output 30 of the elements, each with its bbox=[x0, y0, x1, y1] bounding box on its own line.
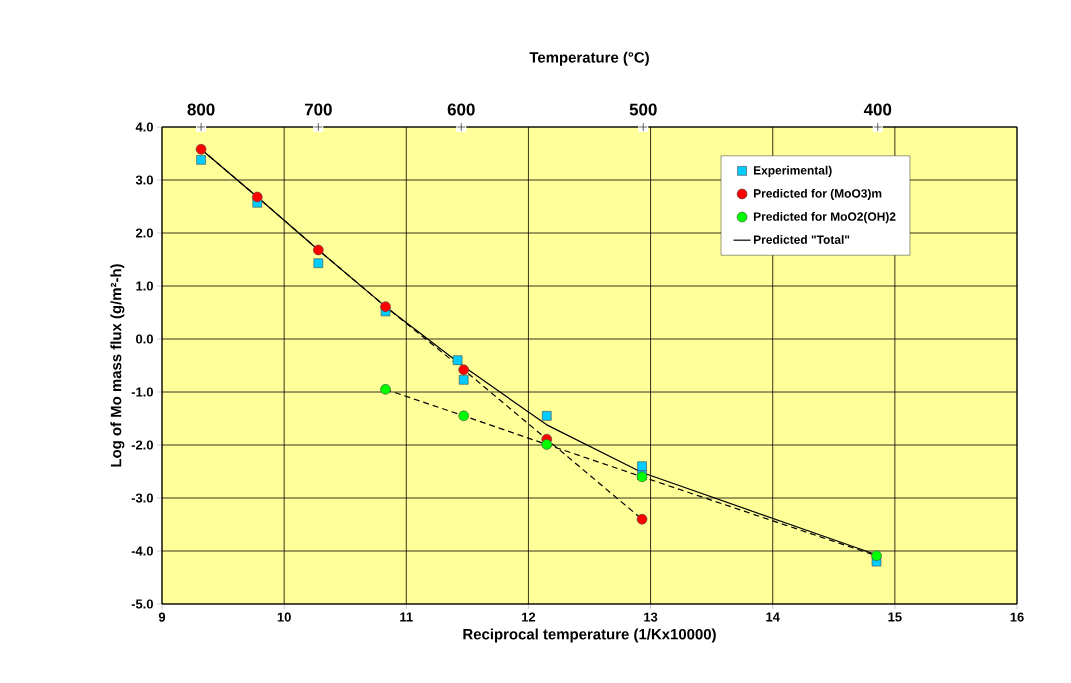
annotation: 800 bbox=[187, 103, 215, 116]
y-tick-label: -3.0 bbox=[131, 493, 153, 503]
x-tick-label: 13 bbox=[644, 612, 658, 622]
y-tick-label: -2.0 bbox=[131, 440, 153, 450]
x-tick-label: 16 bbox=[1010, 612, 1024, 622]
x-tick-label: 9 bbox=[158, 612, 166, 622]
x-tick-label: 10 bbox=[277, 612, 291, 622]
legend-label: Predicted "Total" bbox=[753, 235, 850, 244]
y-tick-label: 2.0 bbox=[135, 228, 153, 238]
annotation: 600 bbox=[447, 103, 475, 116]
x-tick-label: 15 bbox=[888, 612, 902, 622]
x-tick-label: 14 bbox=[766, 612, 780, 622]
annotation: 700 bbox=[304, 103, 332, 116]
annotation: 500 bbox=[629, 103, 657, 116]
y-tick-label: -5.0 bbox=[131, 599, 153, 609]
y-tick-label: 0.0 bbox=[136, 334, 153, 344]
legend-label: Predicted for (MoO3)m bbox=[753, 188, 882, 201]
y-tick-label: 1.0 bbox=[136, 281, 153, 291]
legend-label: Experimental) bbox=[753, 165, 832, 177]
y-tick-label: 4.0 bbox=[135, 122, 153, 132]
x-tick-label: 11 bbox=[400, 612, 413, 622]
y-tick-label: 3.0 bbox=[135, 175, 153, 185]
x-axis-title: Reciprocal temperature (1/Kx10000) bbox=[463, 628, 716, 643]
y-tick-label: -1.0 bbox=[131, 387, 153, 397]
legend-label: Predicted for MoO2(OH)2 bbox=[753, 212, 896, 224]
x-tick-label: 12 bbox=[522, 612, 536, 622]
text: Temperature (°C) bbox=[529, 51, 649, 66]
annotation: 400 bbox=[863, 103, 892, 116]
y-tick-label: -4.0 bbox=[131, 546, 153, 556]
y-axis-title: Log of Mo mass flux (g/m²-h) bbox=[110, 264, 125, 467]
